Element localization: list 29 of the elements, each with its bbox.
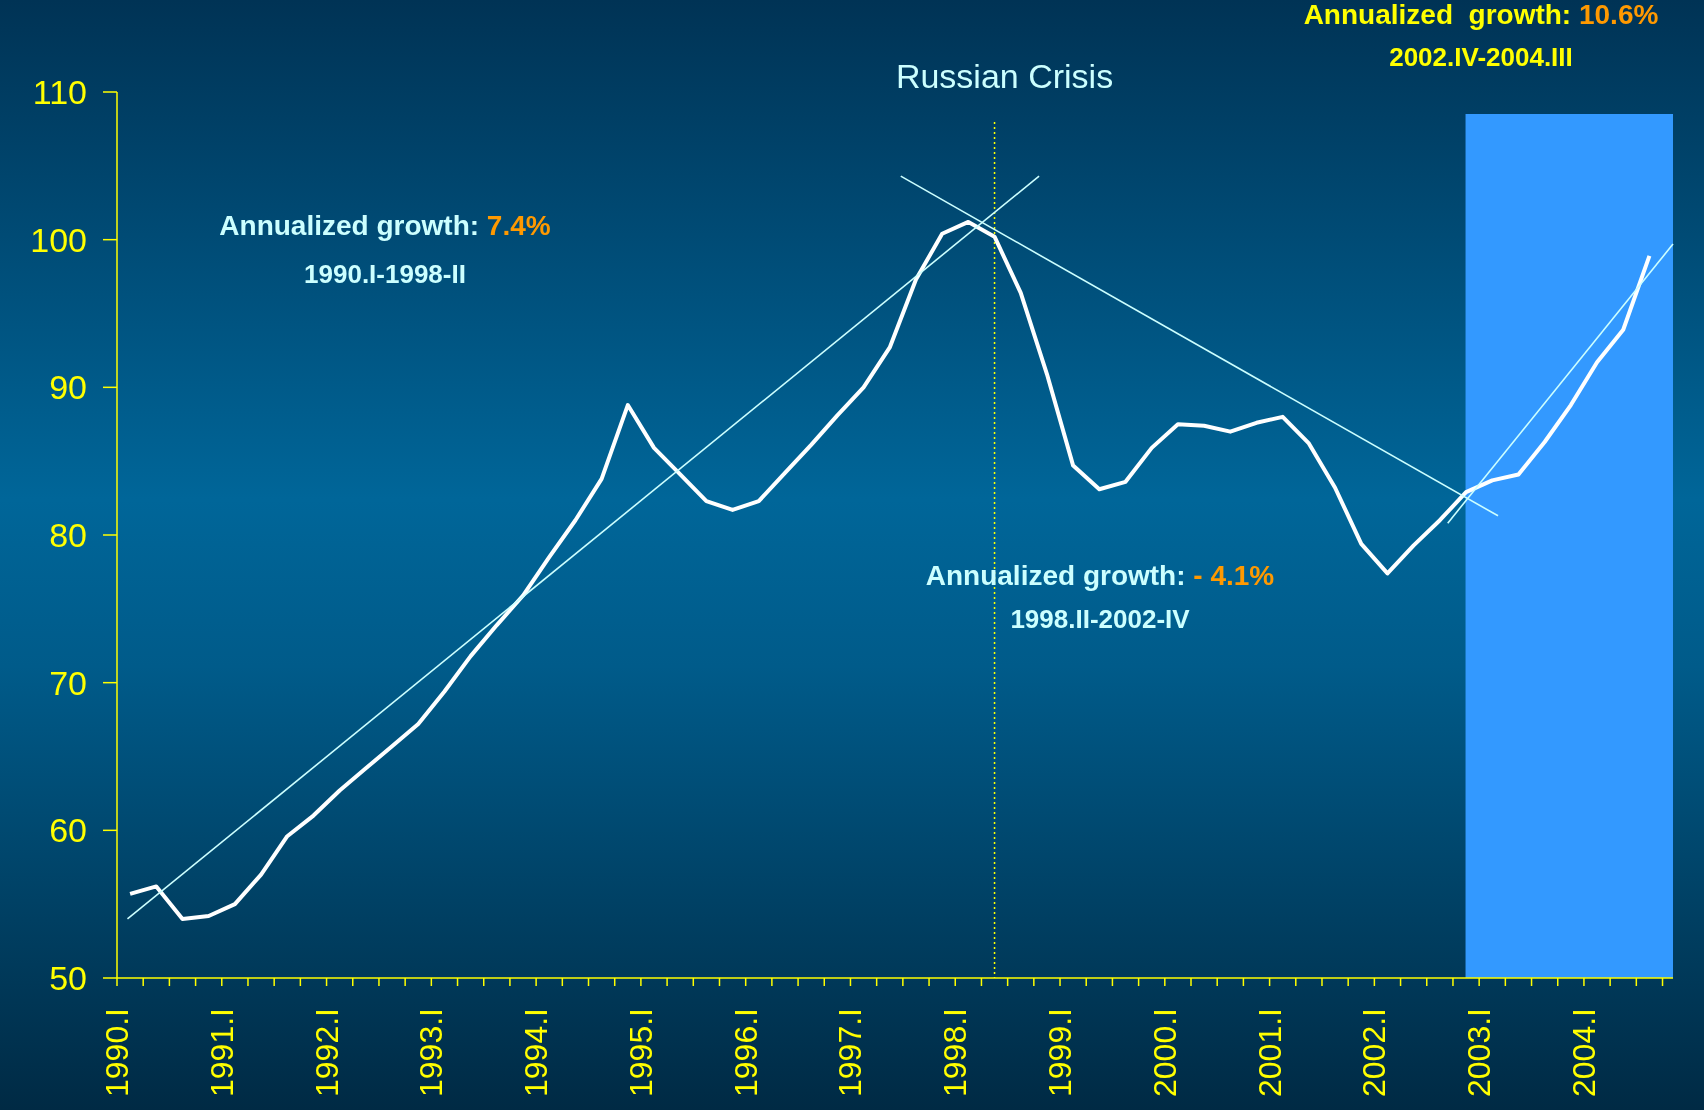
x-tick-label: 2001.I bbox=[1251, 1008, 1288, 1097]
x-tick-label: 1994.I bbox=[518, 1008, 555, 1097]
text: Annualized growth: 10.6% bbox=[1303, 0, 1659, 30]
y-tick-label: 50 bbox=[49, 959, 87, 997]
x-tick-label: 1996.I bbox=[727, 1008, 764, 1097]
x-tick-label: 1997.I bbox=[832, 1008, 869, 1097]
y-tick-label: 80 bbox=[49, 516, 87, 554]
annotation: Annualized growth: - 4.1% bbox=[925, 560, 1275, 591]
x-tick-label: 2000.I bbox=[1146, 1008, 1183, 1097]
text: 2002.IV-2004.III bbox=[1389, 42, 1573, 72]
x-tick-label: 1995.I bbox=[622, 1008, 659, 1097]
x-tick-label: 1991.I bbox=[203, 1008, 240, 1097]
x-tick-label: 1998.I bbox=[937, 1008, 974, 1097]
annotation: 1990.I-1998-II bbox=[304, 259, 466, 289]
x-tick-label: 1999.I bbox=[1042, 1008, 1079, 1097]
y-tick-label: 100 bbox=[30, 220, 87, 259]
x-tick-label: 2004.I bbox=[1565, 1008, 1602, 1097]
x-tick-label: 2002.I bbox=[1356, 1008, 1393, 1097]
y-tick-label: 60 bbox=[49, 811, 87, 850]
x-tick-label: 1990.I bbox=[99, 1008, 135, 1097]
x-tick-label: 1992.I bbox=[308, 1008, 345, 1097]
annotation: Annualized growth: 7.4% bbox=[219, 210, 551, 241]
x-tick-label: 1993.I bbox=[413, 1008, 450, 1097]
ref-line-label: Russian Crisis bbox=[895, 57, 1114, 95]
annotation: 1998.II-2002-IV bbox=[1010, 604, 1191, 634]
y-tick-label: 110 bbox=[32, 73, 87, 111]
y-tick-label: 90 bbox=[49, 368, 87, 407]
x-tick-label: 2003.I bbox=[1461, 1008, 1498, 1097]
y-tick-label: 70 bbox=[49, 663, 87, 702]
